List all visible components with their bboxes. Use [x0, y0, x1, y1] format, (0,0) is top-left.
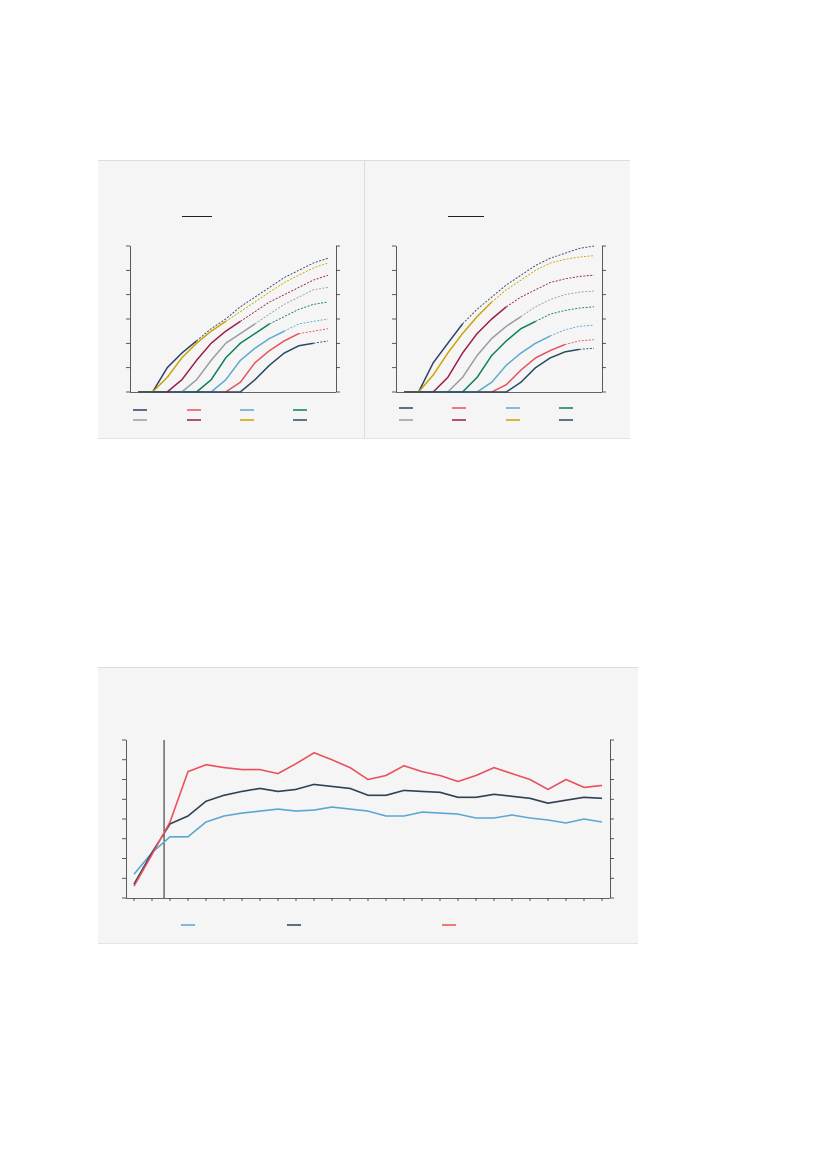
projected-line [225, 262, 329, 322]
series-line [138, 342, 314, 393]
series-line [404, 348, 580, 393]
projected-line [298, 328, 329, 335]
projected-line [520, 290, 595, 317]
series-line [133, 806, 603, 875]
series-line [133, 783, 603, 885]
projected-line [506, 274, 595, 308]
projected-line [269, 301, 329, 325]
projected-line [313, 340, 329, 344]
projected-line [283, 318, 329, 332]
series-line [133, 752, 603, 887]
projected-line [240, 274, 329, 322]
projected-line [550, 324, 595, 337]
projected-line [254, 286, 329, 325]
projected-line [535, 306, 595, 322]
projected-line [491, 255, 595, 303]
projected-line [462, 245, 595, 325]
projected-line [196, 257, 329, 342]
projected-line [579, 347, 595, 350]
panel-background [98, 667, 638, 943]
projected-line [564, 339, 595, 346]
